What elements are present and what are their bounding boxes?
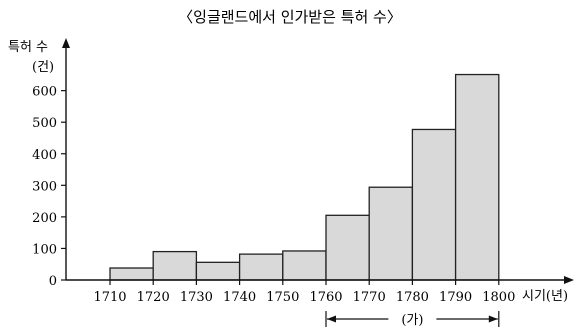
x-tick-label-1780: 1780 bbox=[396, 290, 429, 305]
y-axis-unit: (건) bbox=[32, 60, 54, 75]
y-tick-label-600: 600 bbox=[32, 85, 57, 100]
bar-1780-1790 bbox=[411, 128, 457, 281]
y-tick-label-500: 500 bbox=[32, 116, 57, 131]
period-annotation: (가) bbox=[325, 311, 500, 328]
y-axis-label: 특허 수 bbox=[8, 40, 48, 55]
x-tick-label-1760: 1760 bbox=[309, 290, 342, 305]
x-ticks-layer: 1710 1720 1730 1740 1750 1760 1770 1780 1790 1800 bbox=[93, 280, 515, 305]
bar-1760-1770 bbox=[325, 214, 370, 281]
chart-title: 〈잉글랜드에서 인가받은 특허 수〉 bbox=[178, 8, 402, 26]
y-ticks-layer: 0 100 200 300 400 500 600 bbox=[32, 85, 66, 289]
x-tick-label-1790: 1790 bbox=[439, 290, 472, 305]
x-tick-label-1710: 1710 bbox=[93, 290, 126, 305]
bar-1750-1760 bbox=[282, 250, 327, 281]
bars-layer bbox=[109, 73, 500, 281]
x-tick-label-1800: 1800 bbox=[482, 290, 515, 305]
x-axis-label: 시기(년) bbox=[522, 289, 568, 304]
x-tick-label-1730: 1730 bbox=[180, 290, 213, 305]
bar-1710-1720 bbox=[109, 267, 154, 281]
annotation-label: (가) bbox=[401, 313, 423, 328]
y-tick-label-400: 400 bbox=[32, 148, 57, 163]
annotation-left-arrowhead bbox=[327, 315, 336, 323]
bar-1770-1780 bbox=[368, 186, 414, 281]
annotation-right-arrowhead bbox=[488, 315, 498, 323]
y-tick-label-0: 0 bbox=[49, 274, 57, 289]
y-axis-arrowhead bbox=[62, 38, 70, 48]
bar-1720-1730 bbox=[152, 250, 198, 281]
x-tick-label-1770: 1770 bbox=[353, 290, 386, 305]
x-tick-label-1750: 1750 bbox=[266, 290, 299, 305]
y-tick-label-300: 300 bbox=[32, 179, 57, 194]
y-tick-label-200: 200 bbox=[32, 211, 57, 226]
bar-1730-1740 bbox=[195, 261, 241, 281]
y-tick-label-100: 100 bbox=[32, 242, 57, 257]
x-tick-label-1740: 1740 bbox=[223, 290, 256, 305]
x-tick-label-1720: 1720 bbox=[137, 290, 170, 305]
bar-1790-1800 bbox=[454, 73, 500, 281]
bar-1740-1750 bbox=[238, 253, 284, 281]
x-axis-arrowhead bbox=[564, 276, 574, 284]
